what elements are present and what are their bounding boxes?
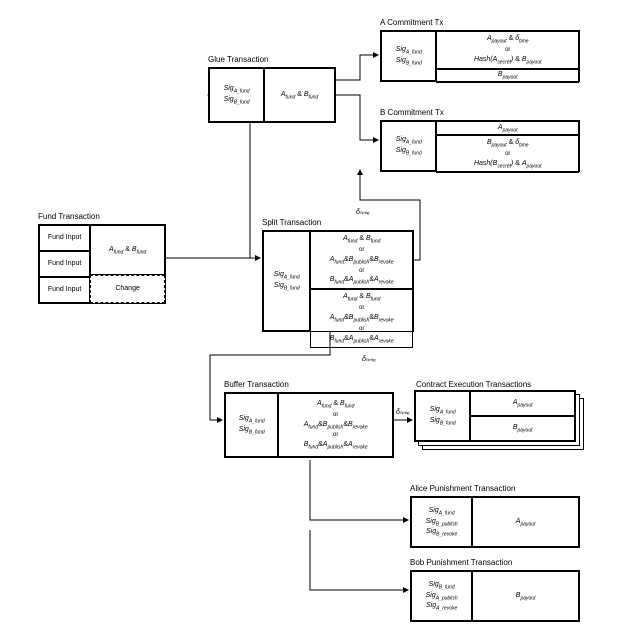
a-commit-out1: Apayout & δtimeorHash(Asecret) & Bpayout <box>436 31 579 69</box>
a-commit-out2: Bpayout <box>436 69 579 83</box>
a-commit-sig: SigA_fundSigB_fund <box>381 31 436 81</box>
fund-input-2: Fund Input <box>39 251 90 277</box>
fund-output-main: Afund & Bfund <box>90 225 165 275</box>
bob-punish-title: Bob Punishment Transaction <box>410 558 512 567</box>
alice-punish-sig: SigA_fundSigB_publishSigB_revoke <box>411 497 472 547</box>
split-out2: Afund & BfundorAfund&Bpublish&BrevokeorB… <box>310 289 413 347</box>
fund-output-change: Change <box>90 275 165 303</box>
cet-out-a: Apayout <box>470 391 575 416</box>
cet-out-b: Bpayout <box>470 416 575 441</box>
fund-tx-title: Fund Transaction <box>38 212 100 221</box>
cet-title: Contract Execution Transactions <box>416 380 531 389</box>
glue-out-cell: Afund & Bfund <box>264 68 335 122</box>
cet-sig: SigA_fundSigB_fund <box>415 391 470 441</box>
split-sig: SigA_fundSigB_fund <box>263 231 310 331</box>
buffer-tx-title: Buffer Transaction <box>224 380 289 389</box>
bob-punish-out: Bpayout <box>472 571 579 621</box>
alice-punish-title: Alice Punishment Transaction <box>410 484 515 493</box>
buffer-out: Afund & BfundorAfund&Bpublish&BrevokeorB… <box>278 393 393 457</box>
delta-time-label-1: δₜᵢₘₑ <box>356 208 370 216</box>
b-commit-sig: SigA_fundSigB_fund <box>381 121 436 171</box>
b-commit-out1: Apayout <box>436 121 579 135</box>
b-commit-title: B Commitment Tx <box>380 108 444 117</box>
buffer-sig: SigA_fundSigB_fund <box>225 393 278 457</box>
fund-input-3: Fund Input <box>39 277 90 303</box>
glue-sig-cell: SigA_fundSigB_fund <box>209 68 264 122</box>
split-out1: Afund & BfundorAfund&Bpublish&BrevokeorB… <box>310 231 413 289</box>
glue-tx-title: Glue Transaction <box>208 55 268 64</box>
delta-time-label-3: δₜᵢₘₑ <box>396 408 410 416</box>
bob-punish-sig: SigB_fundSigA_publishSigA_revoke <box>411 571 472 621</box>
a-commit-title: A Commitment Tx <box>380 18 443 27</box>
alice-punish-out: Apayout <box>472 497 579 547</box>
split-tx-title: Split Transaction <box>262 218 321 227</box>
b-commit-out2: Bpayout & δtimeorHash(Bsecret) & Apayout <box>436 135 579 173</box>
delta-time-label-2: δₜᵢₘₑ <box>362 355 376 363</box>
fund-input-1: Fund Input <box>39 225 90 251</box>
